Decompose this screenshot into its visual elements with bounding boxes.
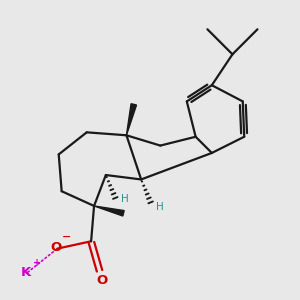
Text: H: H bbox=[121, 194, 128, 204]
Text: +: + bbox=[33, 258, 41, 268]
Text: K: K bbox=[21, 266, 32, 279]
Polygon shape bbox=[94, 206, 124, 216]
Polygon shape bbox=[126, 104, 136, 135]
Text: O: O bbox=[50, 241, 61, 254]
Text: −: − bbox=[62, 232, 71, 242]
Text: O: O bbox=[97, 274, 108, 287]
Text: H: H bbox=[156, 202, 164, 212]
